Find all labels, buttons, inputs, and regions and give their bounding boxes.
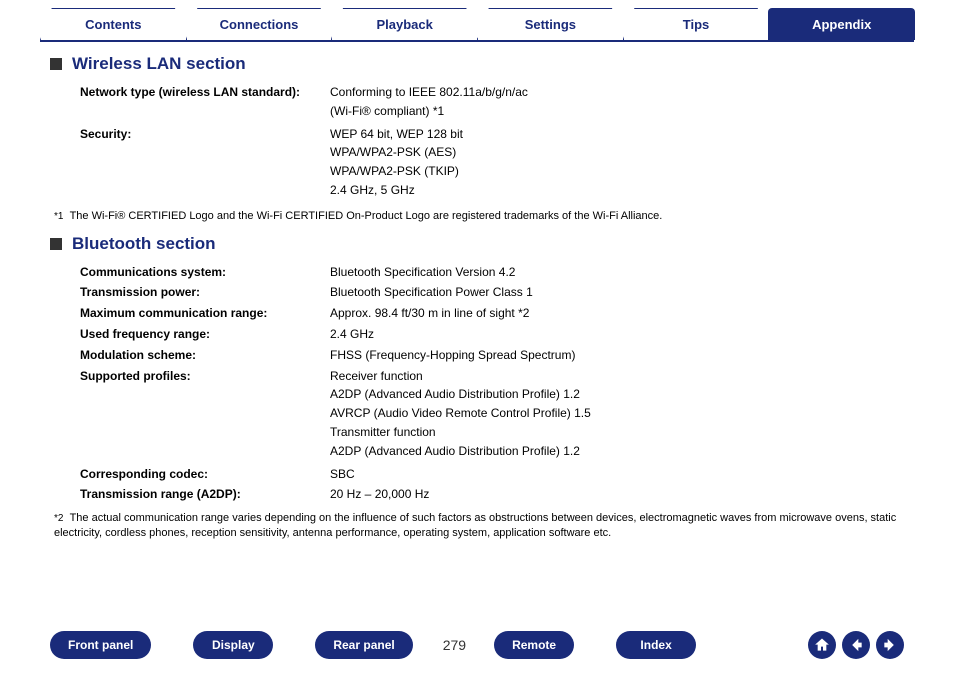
bt-profiles-value: Receiver function A2DP (Advanced Audio D…: [330, 368, 904, 462]
bt-freq-label: Used frequency range:: [80, 326, 330, 343]
bt-tx-power-value: Bluetooth Specification Power Class 1: [330, 284, 904, 301]
bt-section-title: Bluetooth section: [50, 234, 904, 254]
rear-panel-button[interactable]: Rear panel: [315, 631, 412, 659]
bt-codec-value: SBC: [330, 466, 904, 483]
home-icon[interactable]: [808, 631, 836, 659]
display-button[interactable]: Display: [193, 631, 273, 659]
page-content: Wireless LAN section Network type (wirel…: [0, 54, 954, 541]
page-number: 279: [443, 637, 466, 653]
footnote-2: *2 The actual communication range varies…: [54, 511, 904, 541]
footnote-1: *1 The Wi-Fi® CERTIFIED Logo and the Wi-…: [54, 209, 904, 224]
bt-freq-value: 2.4 GHz: [330, 326, 904, 343]
tab-settings[interactable]: Settings: [477, 8, 624, 40]
bt-mod-value: FHSS (Frequency-Hopping Spread Spectrum): [330, 347, 904, 364]
wlan-security-value: WEP 64 bit, WEP 128 bit WPA/WPA2-PSK (AE…: [330, 126, 904, 201]
bt-profiles-label: Supported profiles:: [80, 368, 330, 462]
index-button[interactable]: Index: [616, 631, 696, 659]
wlan-security-label: Security:: [80, 126, 330, 201]
wlan-network-type-label: Network type (wireless LAN standard):: [80, 84, 330, 122]
bottom-nav: Front panel Display Rear panel 279 Remot…: [0, 631, 954, 659]
wlan-network-type-value: Conforming to IEEE 802.11a/b/g/n/ac (Wi-…: [330, 84, 904, 122]
wlan-section-title: Wireless LAN section: [50, 54, 904, 74]
tab-underline: [40, 40, 914, 42]
next-page-icon[interactable]: [876, 631, 904, 659]
bt-comm-sys-label: Communications system:: [80, 264, 330, 281]
bt-comm-sys-value: Bluetooth Specification Version 4.2: [330, 264, 904, 281]
front-panel-button[interactable]: Front panel: [50, 631, 151, 659]
bt-tx-power-label: Transmission power:: [80, 284, 330, 301]
bt-specs: Communications system: Bluetooth Specifi…: [80, 264, 904, 504]
bt-txrange-label: Transmission range (A2DP):: [80, 486, 330, 503]
wlan-specs: Network type (wireless LAN standard): Co…: [80, 84, 904, 201]
bt-txrange-value: 20 Hz – 20,000 Hz: [330, 486, 904, 503]
bt-mod-label: Modulation scheme:: [80, 347, 330, 364]
tab-playback[interactable]: Playback: [331, 8, 478, 40]
top-tabs: Contents Connections Playback Settings T…: [0, 0, 954, 40]
tab-contents[interactable]: Contents: [40, 8, 187, 40]
tab-connections[interactable]: Connections: [186, 8, 333, 40]
bt-max-range-value: Approx. 98.4 ft/30 m in line of sight *2: [330, 305, 904, 322]
tab-appendix[interactable]: Appendix: [768, 8, 915, 40]
tab-tips[interactable]: Tips: [623, 8, 770, 40]
bt-max-range-label: Maximum communication range:: [80, 305, 330, 322]
prev-page-icon[interactable]: [842, 631, 870, 659]
bt-codec-label: Corresponding codec:: [80, 466, 330, 483]
remote-button[interactable]: Remote: [494, 631, 574, 659]
